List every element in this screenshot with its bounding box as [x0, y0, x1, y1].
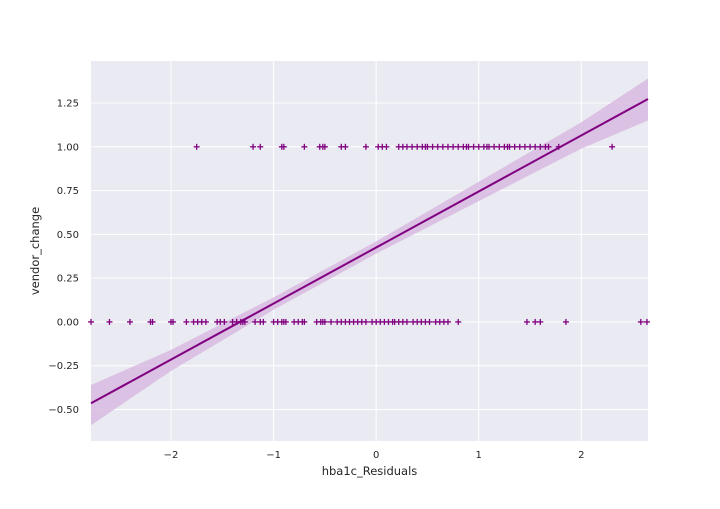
x-tick-label: 0: [373, 450, 379, 461]
data-point: [475, 143, 482, 150]
data-point: [126, 318, 133, 325]
data-point: [250, 143, 257, 150]
x-tick-label: −1: [266, 450, 281, 461]
data-point: [511, 143, 518, 150]
x-tick-label: 2: [578, 450, 584, 461]
data-point: [321, 143, 328, 150]
x-tick-labels: −2 −1 0 1 2: [164, 450, 585, 461]
data-point: [280, 143, 287, 150]
data-point: [193, 143, 200, 150]
data-point: [183, 318, 190, 325]
data-point: [496, 143, 503, 150]
data-point: [562, 318, 569, 325]
data-point: [470, 143, 477, 150]
data-point: [403, 143, 410, 150]
data-point: [362, 318, 369, 325]
data-point: [516, 143, 523, 150]
data-point: [403, 318, 410, 325]
data-point: [342, 143, 349, 150]
data-point: [170, 318, 177, 325]
data-point: [455, 318, 462, 325]
data-point: [532, 318, 539, 325]
data-point: [429, 143, 436, 150]
y-axis-label: vendor_change: [28, 207, 42, 295]
data-points: [88, 143, 650, 325]
y-tick-label: 0.25: [57, 274, 79, 285]
x-tick-label: −2: [164, 450, 179, 461]
y-tick-label: −0.50: [48, 405, 79, 416]
regression-line: [90, 98, 649, 405]
data-point: [149, 318, 156, 325]
data-point: [521, 143, 528, 150]
data-point: [88, 318, 94, 325]
data-point: [260, 318, 267, 325]
x-axis-label: hba1c_Residuals: [322, 464, 418, 478]
data-point: [506, 143, 513, 150]
data-point: [537, 143, 544, 150]
data-point: [455, 143, 462, 150]
data-point: [439, 143, 446, 150]
data-point: [321, 318, 328, 325]
data-point: [609, 143, 616, 150]
data-point: [465, 143, 472, 150]
data-point: [527, 143, 534, 150]
data-point: [444, 318, 451, 325]
y-tick-label: 1.25: [57, 99, 79, 110]
y-tick-label: 0.50: [57, 230, 79, 241]
data-point: [532, 143, 539, 150]
data-point: [491, 143, 498, 150]
data-point: [383, 143, 390, 150]
data-point: [424, 143, 431, 150]
y-tick-label: −0.25: [48, 361, 79, 372]
y-tick-labels: −0.50 −0.25 0.00 0.25 0.50 0.75 1.00 1.25: [48, 99, 79, 416]
data-point: [282, 318, 289, 325]
data-point: [106, 318, 113, 325]
regression-line-group: [90, 98, 649, 405]
data-point: [426, 318, 433, 325]
data-point: [301, 318, 308, 325]
data-point: [202, 318, 209, 325]
data-point: [637, 318, 644, 325]
y-tick-label: 0.75: [57, 186, 79, 197]
data-point: [414, 143, 421, 150]
data-point: [252, 318, 259, 325]
data-point: [545, 143, 552, 150]
y-tick-label: 1.00: [57, 142, 79, 153]
data-point: [434, 143, 441, 150]
data-point: [537, 318, 544, 325]
data-point: [221, 318, 228, 325]
x-tick-label: 1: [476, 450, 482, 461]
data-point: [523, 318, 530, 325]
data-point: [409, 143, 416, 150]
data-point: [486, 143, 493, 150]
data-point: [450, 143, 457, 150]
y-tick-label: 0.00: [57, 317, 79, 328]
data-point: [643, 318, 650, 325]
data-point: [301, 143, 308, 150]
data-point: [362, 143, 369, 150]
data-point: [328, 318, 335, 325]
data-point: [257, 143, 264, 150]
data-point: [444, 143, 451, 150]
